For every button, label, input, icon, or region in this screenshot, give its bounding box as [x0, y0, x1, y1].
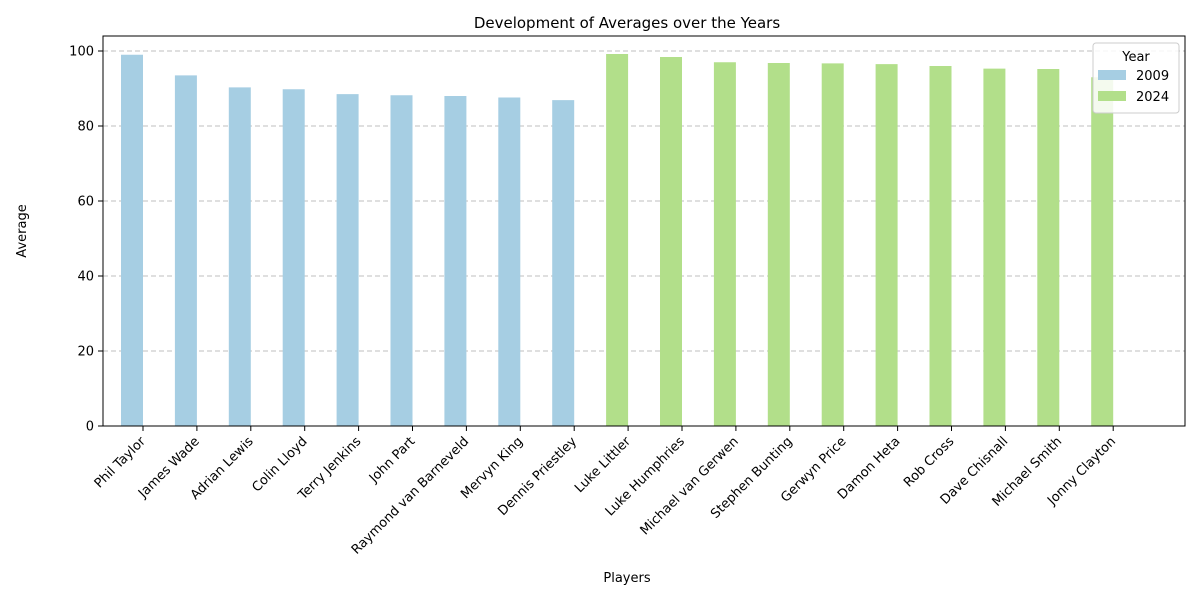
bar-2009-john-part [390, 95, 413, 426]
y-axis-ticks: 0 20 40 60 80 100 [69, 45, 103, 435]
bar-2024-michael-van-gerwen [713, 62, 736, 426]
y-tick-label-60: 60 [77, 195, 94, 210]
bar-2024-luke-littler [606, 54, 629, 426]
bar-2009-mervyn-king [498, 97, 521, 426]
x-axis-label: Players [603, 571, 650, 586]
grid-layer [103, 50, 1185, 352]
bar-2009-dennis-priestley [552, 100, 575, 426]
bar-2009-adrian-lewis [228, 87, 251, 426]
bar-2009-raymond-van-barneveld [444, 96, 467, 426]
bar-2024-rob-cross [929, 66, 952, 426]
bar-2024-stephen-bunting [767, 63, 790, 426]
bar-2024-gerwyn-price [821, 63, 844, 426]
bar-2009-phil-taylor [121, 54, 143, 426]
y-tick-label-20: 20 [77, 345, 94, 360]
plot-frame [102, 35, 1186, 427]
bar-2024-damon-heta [875, 64, 898, 426]
legend-label-2024: 2024 [1136, 90, 1169, 105]
x-tick-label-john-part: John Part [366, 434, 418, 486]
x-tick-label-raymond-van-barneveld: Raymond van Barneveld [349, 434, 472, 557]
bar-2009-colin-lloyd [282, 89, 305, 426]
y-tick-label-0: 0 [86, 420, 94, 435]
legend-title: Year [1121, 50, 1150, 65]
bar-2024-luke-humphries [660, 57, 682, 426]
chart-title: Development of Averages over the Years [474, 14, 781, 32]
bar-layer [121, 54, 1114, 426]
legend: Year 2009 2024 [1092, 42, 1180, 114]
x-tick-label-rob-cross: Rob Cross [901, 434, 957, 490]
y-tick-label-100: 100 [69, 45, 94, 60]
legend-label-2009: 2009 [1136, 69, 1169, 84]
legend-swatch-2024 [1098, 91, 1126, 101]
bar-2009-james-wade [174, 75, 197, 426]
bar-2024-dave-chisnall [983, 68, 1006, 426]
y-axis-label: Average [15, 204, 30, 257]
x-tick-label-phil-taylor: Phil Taylor [92, 434, 150, 492]
y-tick-label-80: 80 [77, 120, 94, 135]
bar-2024-michael-smith [1037, 69, 1060, 426]
y-tick-label-40: 40 [77, 270, 94, 285]
legend-swatch-2009 [1098, 70, 1126, 80]
bar-2024-jonny-clayton [1091, 77, 1114, 426]
x-tick-label-michael-van-gerwen: Michael van Gerwen [638, 434, 742, 538]
bar-2009-terry-jenkins [336, 94, 359, 426]
